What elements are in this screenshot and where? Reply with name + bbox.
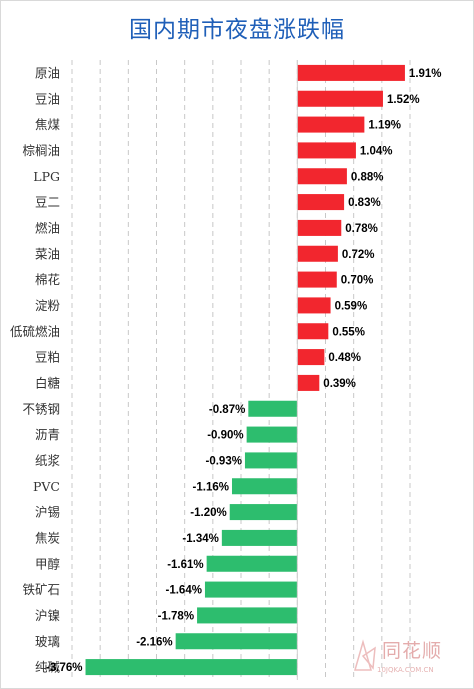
bar [297,323,329,340]
bar [175,633,298,650]
category-label: 玻璃 [35,634,60,649]
value-label: 0.39% [323,378,356,390]
bar [297,142,356,159]
category-label: 甲醇 [35,556,60,571]
bar [229,504,298,521]
value-label: -0.90% [207,430,243,442]
value-label: -2.16% [136,636,172,648]
bar [248,400,298,417]
value-label: -1.61% [167,559,203,571]
value-label: 0.72% [342,249,375,261]
category-label: 燃油 [35,220,60,235]
category-label: 焦炭 [35,530,60,545]
category-label: 淀粉 [35,298,61,313]
chart-title: 国内期市夜盘涨跌幅 [129,17,345,43]
bar [85,659,298,676]
category-label: 纯碱 [35,660,61,675]
category-label: 棉花 [35,272,60,287]
bar [221,529,298,546]
value-label: 0.78% [345,223,378,235]
value-label: 0.48% [328,352,361,364]
category-label: LPG [33,169,60,184]
value-label: 0.55% [332,326,365,338]
category-label: 豆二 [35,195,60,210]
value-label: -1.78% [158,610,194,622]
value-label: 0.70% [341,275,374,287]
bar [297,64,405,81]
bar [297,219,342,236]
value-label: 1.52% [387,94,420,106]
value-label: 1.04% [360,145,393,157]
bar [297,116,365,133]
bar [297,168,347,185]
bar [204,581,298,598]
watermark-url: 10JQKA.COM.CN [377,666,434,674]
category-label: 棕榈油 [22,143,60,158]
bar [297,90,383,107]
value-label: -0.93% [206,455,242,467]
category-label: 铁矿石 [22,582,60,597]
bar [297,374,320,391]
bar [297,349,325,366]
watermark-text: 同花顺 [382,640,443,662]
category-label: 纸浆 [35,453,61,468]
bar [297,194,345,211]
category-label: 原油 [35,65,60,80]
category-label: 沪镍 [35,608,60,623]
category-label: 沪锡 [35,505,60,520]
category-label: 菜油 [35,246,60,261]
value-label: -3.76% [46,662,82,674]
category-label: PVC [33,479,60,494]
category-label: 豆粕 [35,350,60,365]
value-label: -0.87% [209,404,245,416]
value-label: -1.20% [190,507,226,519]
category-label: 豆油 [35,91,60,106]
bar [297,297,331,314]
category-label: 低硫燃油 [10,324,60,339]
bar [197,607,298,624]
value-label: -1.34% [182,533,218,545]
value-label: 1.91% [409,68,442,80]
bar [297,245,338,262]
bar [297,271,337,288]
category-label: 沥青 [35,427,60,442]
category-label: 白糖 [35,375,61,390]
bar [206,555,298,572]
value-label: -1.16% [193,481,229,493]
value-label: 0.83% [348,197,381,209]
category-label: 不锈钢 [22,401,60,416]
bar [231,478,298,495]
bar [246,426,298,443]
value-label: 0.59% [335,300,368,312]
category-label: 焦煤 [35,117,61,132]
value-label: -1.64% [166,585,202,597]
value-label: 0.88% [351,171,384,183]
bar [244,452,298,469]
value-label: 1.19% [368,120,401,132]
